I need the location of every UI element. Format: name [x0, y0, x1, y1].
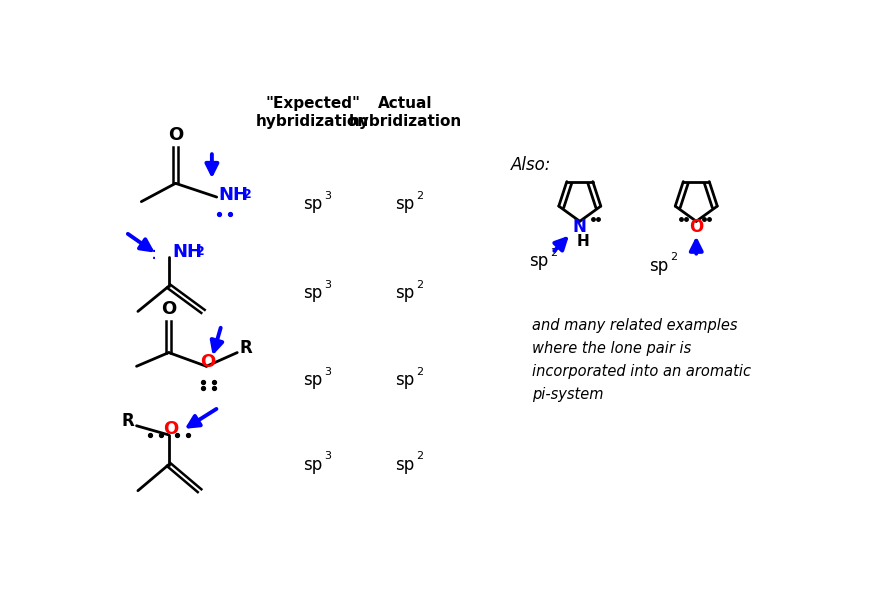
- Text: NH: NH: [218, 186, 248, 204]
- Text: sp: sp: [303, 284, 323, 302]
- Text: H: H: [577, 234, 590, 249]
- Text: sp: sp: [529, 252, 548, 270]
- Text: 3: 3: [324, 191, 332, 201]
- Text: sp: sp: [395, 371, 415, 389]
- Text: Actual
hybridization: Actual hybridization: [348, 96, 461, 129]
- Text: 2: 2: [670, 252, 677, 263]
- Text: sp: sp: [395, 195, 415, 213]
- Text: 3: 3: [324, 280, 332, 290]
- Text: O: O: [168, 127, 183, 144]
- Text: O: O: [164, 421, 179, 438]
- Text: R: R: [239, 339, 252, 357]
- Text: sp: sp: [649, 257, 668, 274]
- Text: 2: 2: [416, 451, 423, 462]
- Text: sp: sp: [303, 371, 323, 389]
- Text: :: :: [150, 245, 156, 263]
- Text: N: N: [573, 217, 587, 236]
- Text: 2: 2: [416, 366, 423, 377]
- Text: 2: 2: [243, 188, 251, 201]
- Text: sp: sp: [395, 284, 415, 302]
- Text: O: O: [690, 217, 704, 236]
- Text: NH: NH: [172, 243, 202, 261]
- Text: 3: 3: [324, 366, 332, 377]
- Text: sp: sp: [303, 456, 323, 473]
- Text: sp: sp: [303, 195, 323, 213]
- Text: Also:: Also:: [511, 156, 552, 174]
- Text: R: R: [121, 412, 134, 430]
- Text: 2: 2: [416, 280, 423, 290]
- Text: O: O: [200, 353, 216, 371]
- Text: O: O: [161, 300, 177, 318]
- Text: sp: sp: [395, 456, 415, 473]
- Text: 3: 3: [324, 451, 332, 462]
- Text: and many related examples
where the lone pair is
incorporated into an aromatic
p: and many related examples where the lone…: [532, 318, 751, 402]
- Text: "Expected"
hybridization: "Expected" hybridization: [256, 96, 370, 129]
- Text: 2: 2: [416, 191, 423, 201]
- Text: 2: 2: [550, 248, 557, 258]
- Text: 2: 2: [196, 245, 205, 258]
